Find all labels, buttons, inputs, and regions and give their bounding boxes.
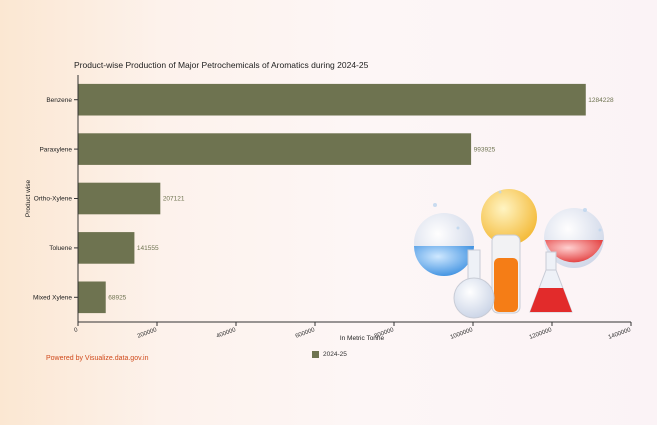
x-tick-label: 1200000 <box>529 327 554 341</box>
bar-benzene[interactable] <box>78 83 586 116</box>
category-label: Ortho-Xylene <box>34 196 73 203</box>
legend-label: 2024-25 <box>323 351 347 358</box>
x-tick-label: 1400000 <box>608 327 633 341</box>
bar-mixed-xylene[interactable] <box>78 281 106 314</box>
data-label: 1284228 <box>588 97 614 104</box>
legend-swatch <box>312 351 319 358</box>
legend[interactable]: 2024-25 <box>312 351 347 358</box>
x-tick-label: 200000 <box>137 327 158 340</box>
chart-title: Product-wise Production of Major Petroch… <box>74 60 369 70</box>
data-label: 141555 <box>137 245 159 252</box>
x-tick-label: 0 <box>73 327 79 334</box>
x-axis-label: In Metric Tonne <box>340 335 385 342</box>
bar-toluene[interactable] <box>78 232 135 264</box>
y-axis-label: Product wise <box>25 180 32 218</box>
category-label: Toluene <box>49 245 72 252</box>
bar-paraxylene[interactable] <box>78 133 472 165</box>
data-label: 207121 <box>163 196 185 203</box>
x-tick-label: 400000 <box>216 327 237 340</box>
data-label: 68925 <box>108 295 126 302</box>
data-label: 993925 <box>474 146 496 153</box>
category-label: Paraxylene <box>39 146 72 153</box>
category-label: Benzene <box>46 97 72 104</box>
category-label: Mixed Xylene <box>33 295 72 302</box>
powered-by-link[interactable]: Powered by Visualize.data.gov.in <box>46 355 149 362</box>
x-tick-label: 600000 <box>295 327 316 340</box>
chemistry-flasks-icon <box>414 189 604 319</box>
bar-ortho-xylene[interactable] <box>78 182 161 215</box>
x-tick-label: 1000000 <box>450 327 475 341</box>
